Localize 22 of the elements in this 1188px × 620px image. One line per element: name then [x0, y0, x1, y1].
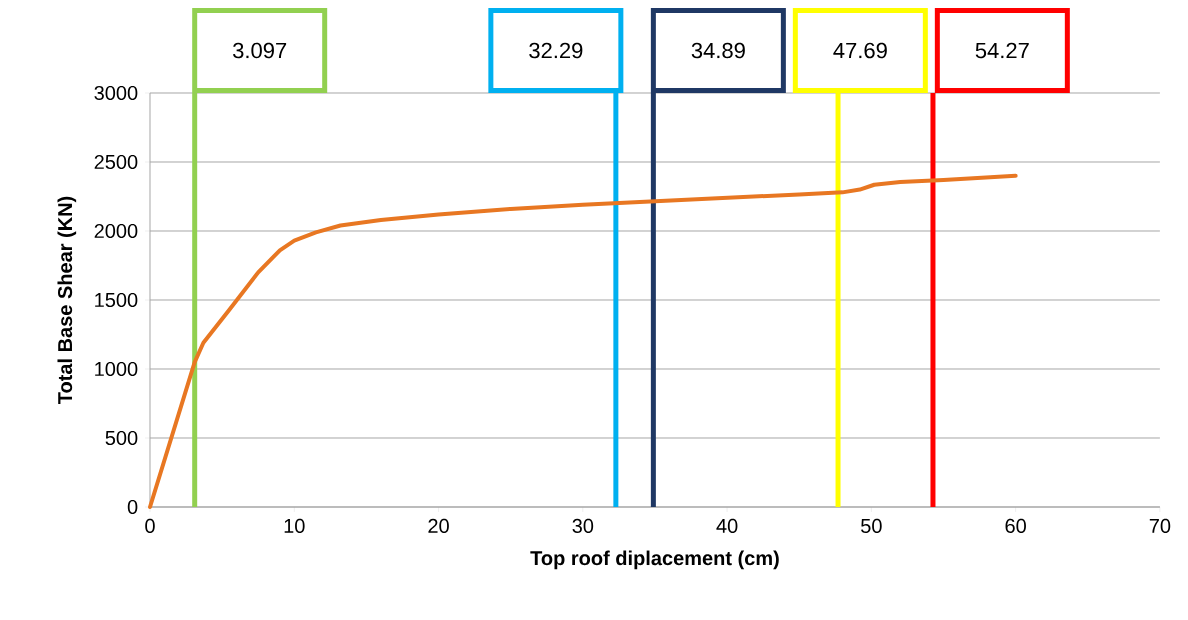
x-tick-label: 0 [145, 518, 155, 533]
y-tick-label: 3000 [94, 85, 138, 101]
x-tick-label: 50 [861, 518, 882, 533]
y-tick-label: 1000 [95, 361, 138, 377]
y-tick-label: 2000 [94, 223, 138, 239]
y-axis-title: Total Base Shear (KN) [57, 196, 77, 405]
ref-line-label: 47.69 [833, 42, 887, 59]
x-tick-label: 60 [1005, 518, 1026, 533]
ref-line-label: 34.89 [691, 42, 745, 59]
x-tick-label: 70 [1149, 518, 1171, 533]
ref-line-label: 3.097 [232, 42, 287, 59]
x-tick-label: 30 [572, 518, 594, 533]
x-tick-label: 40 [716, 518, 738, 533]
y-tick-label: 0 [127, 499, 138, 515]
x-axis-title: Top roof diplacement (cm) [530, 550, 779, 570]
ref-line-label: 32.29 [529, 42, 583, 59]
x-tick-label: 10 [284, 518, 305, 533]
y-tick-label: 2500 [94, 154, 138, 170]
y-tick-label: 500 [105, 430, 138, 446]
ref-line-label: 54.27 [975, 42, 1029, 59]
y-tick-label: 1500 [95, 292, 138, 308]
x-tick-label: 20 [428, 518, 449, 533]
